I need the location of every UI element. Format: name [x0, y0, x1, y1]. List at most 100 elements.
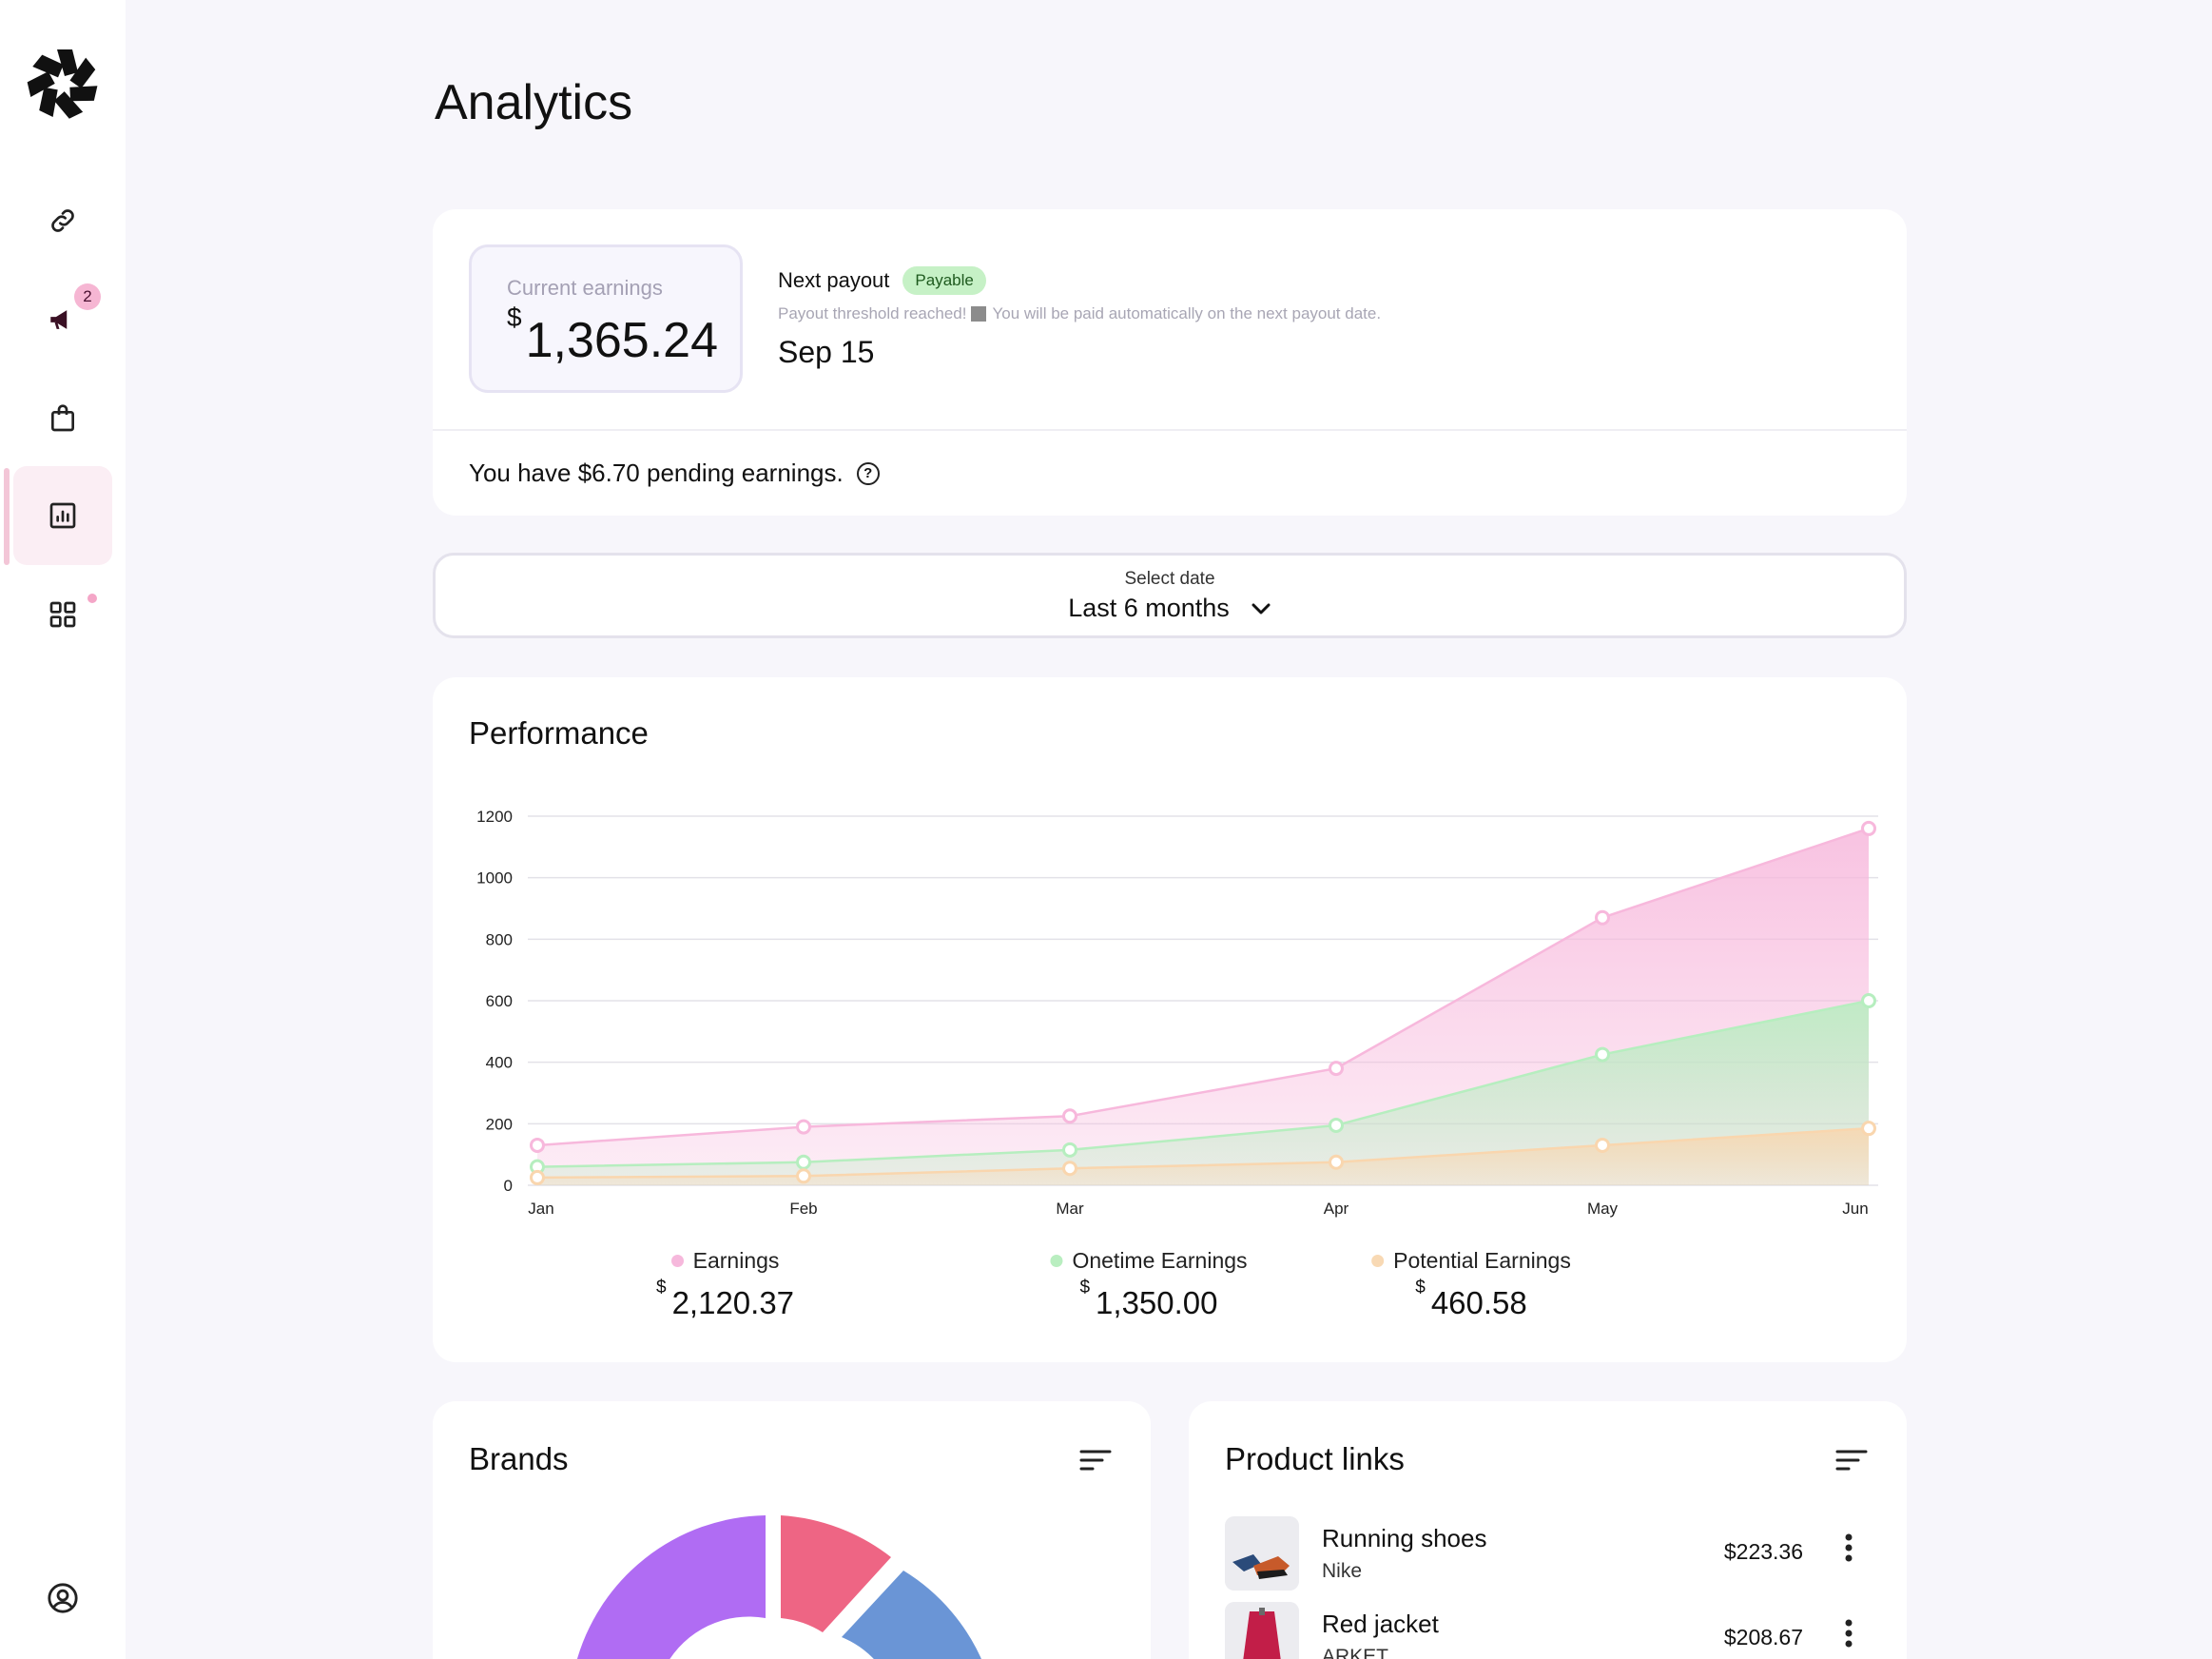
series-line-onetime-earnings [536, 999, 1870, 1168]
product-name: Red jacket [1322, 1610, 1439, 1638]
data-point [1861, 820, 1876, 836]
data-point [1329, 1154, 1344, 1170]
current-earnings-box: Current earnings $1,365.24 [469, 244, 743, 393]
filter-icon[interactable] [1835, 1449, 1868, 1472]
product-links-title: Product links [1225, 1441, 1405, 1476]
sidebar-item-analytics[interactable] [13, 466, 112, 565]
link-icon [51, 209, 74, 232]
active-indicator [4, 468, 10, 565]
series-line-potential-earnings [536, 1126, 1870, 1180]
legend-label: Onetime Earnings [1072, 1248, 1248, 1273]
sidebar: 2 [0, 0, 126, 1659]
sidebar-item-links[interactable] [13, 171, 112, 270]
y-tick-label: 1200 [476, 808, 513, 826]
product-price: $208.67 [1723, 1625, 1803, 1649]
next-payout-heading: Next payout Payable [778, 266, 986, 295]
series-area-onetime-earnings [537, 1001, 1869, 1185]
legend-label: Earnings [692, 1248, 780, 1273]
data-point [1062, 1108, 1077, 1124]
analytics-icon [49, 502, 76, 529]
performance-card: Performance 0 200 400 600 800 1000 1200 Jan Feb M… [433, 677, 1907, 1362]
legend-value: $460.58 [1415, 1278, 1527, 1320]
legend-dot [670, 1255, 684, 1267]
product-link-row[interactable]: Red jacket ARKET $208.67 [1225, 1602, 1872, 1659]
legend-earnings: Earnings $2,120.37 [656, 1248, 794, 1321]
y-tick-label: 600 [486, 992, 513, 1010]
current-earnings-label: Current earnings [507, 276, 663, 300]
more-options-icon[interactable] [1845, 1619, 1853, 1648]
checkbox-icon [971, 306, 987, 322]
date-select-label: Select date [1124, 569, 1215, 589]
shopping-bag-icon [51, 404, 74, 432]
x-tick-label: Jan [528, 1200, 553, 1218]
sidebar-item-apps[interactable] [13, 565, 112, 664]
current-earnings-value: $1,365.24 [507, 302, 718, 368]
logo-icon[interactable] [25, 46, 101, 122]
legend-label: Potential Earnings [1393, 1248, 1571, 1273]
notification-dot [87, 594, 97, 603]
payout-note: Payout threshold reached! You will be pai… [778, 304, 1382, 322]
data-point [796, 1119, 811, 1135]
donut-segment-blue [842, 1571, 981, 1659]
legend-value: $2,120.37 [656, 1278, 795, 1320]
data-point [796, 1154, 811, 1170]
x-tick-label: Apr [1324, 1200, 1349, 1218]
legend-value: $1,350.00 [1079, 1278, 1218, 1320]
legend-dot [1371, 1255, 1385, 1267]
payout-date: Sep 15 [778, 335, 875, 369]
brands-donut-chart [576, 1515, 981, 1659]
y-tick-label: 0 [504, 1177, 513, 1195]
product-price: $223.36 [1723, 1539, 1803, 1564]
data-point [796, 1168, 811, 1184]
status-badge: Payable [902, 266, 986, 295]
legend-dot [1050, 1255, 1063, 1267]
data-point [1861, 1121, 1876, 1137]
product-brand: ARKET [1322, 1646, 1389, 1659]
megaphone-icon [50, 310, 68, 329]
product-thumbnail [1225, 1516, 1299, 1591]
data-point [1329, 1061, 1344, 1077]
legend-potential: Potential Earnings $460.58 [1371, 1248, 1571, 1321]
data-point [1595, 1137, 1610, 1153]
sidebar-item-profile[interactable] [13, 1549, 112, 1648]
data-point [530, 1169, 545, 1185]
notification-badge: 2 [74, 283, 101, 310]
next-payout-label: Next payout [778, 268, 890, 292]
y-tick-label: 1000 [476, 869, 513, 888]
product-name: Running shoes [1322, 1524, 1487, 1552]
x-tick-label: Mar [1056, 1200, 1084, 1218]
data-point [1062, 1142, 1077, 1158]
brands-card: Brands [433, 1401, 1151, 1659]
product-thumbnail [1225, 1602, 1299, 1659]
help-icon[interactable]: ? [856, 461, 880, 485]
filter-icon[interactable] [1079, 1449, 1112, 1472]
y-tick-label: 200 [486, 1115, 513, 1133]
data-point [1329, 1117, 1344, 1133]
page-title: Analytics [435, 75, 633, 130]
more-options-icon[interactable] [1845, 1533, 1853, 1562]
profile-icon [48, 1583, 78, 1613]
divider [433, 429, 1907, 431]
data-point [1062, 1161, 1077, 1177]
date-select[interactable]: Select date Last 6 months [433, 553, 1907, 638]
chevron-down-icon [1252, 603, 1271, 614]
donut-segment-purple [576, 1515, 766, 1659]
date-select-value: Last 6 months [436, 594, 1904, 623]
brands-title: Brands [469, 1441, 569, 1476]
product-brand: Nike [1322, 1560, 1363, 1582]
product-links-card: Product links Running shoes Nike $223.36… [1189, 1401, 1907, 1659]
data-point [530, 1137, 545, 1153]
performance-chart: 0 200 400 600 800 1000 1200 Jan Feb Mar Apr May Jun [476, 808, 1878, 1218]
legend-onetime: Onetime Earnings $1,350.00 [1050, 1248, 1248, 1321]
series-area-potential-earnings [537, 1128, 1869, 1185]
sidebar-item-shop[interactable] [13, 369, 112, 468]
product-link-row[interactable]: Running shoes Nike $223.36 [1225, 1516, 1872, 1592]
apps-icon [49, 601, 76, 628]
x-tick-label: May [1587, 1200, 1619, 1218]
y-tick-label: 800 [486, 930, 513, 948]
data-point [1595, 1046, 1610, 1063]
sidebar-item-campaigns[interactable]: 2 [13, 270, 112, 369]
pending-earnings: You have $6.70 pending earnings. ? [469, 459, 880, 488]
performance-title: Performance [469, 715, 649, 751]
y-tick-label: 400 [486, 1054, 513, 1072]
